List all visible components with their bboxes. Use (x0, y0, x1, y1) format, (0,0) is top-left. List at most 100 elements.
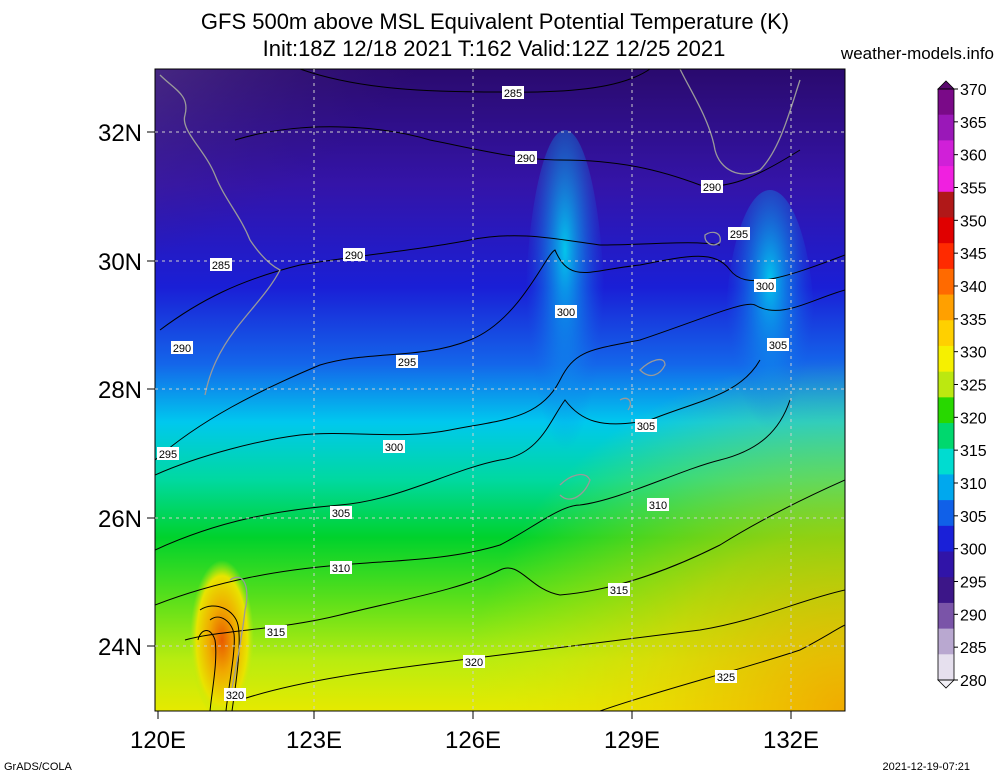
contour-label: 290 (515, 151, 537, 165)
lon-tick-label: 120E (130, 727, 186, 754)
contour-label: 305 (330, 506, 352, 520)
colorbar-label: 360 (960, 148, 987, 165)
svg-text:285: 285 (212, 260, 230, 272)
contour-label: 305 (635, 419, 657, 433)
svg-text:300: 300 (756, 281, 774, 293)
lon-tick-label: 129E (604, 727, 660, 754)
colorbar-swatch (938, 269, 954, 295)
colorbar-swatch (938, 320, 954, 346)
colorbar-swatch (938, 474, 954, 500)
colorbar-label: 345 (960, 246, 987, 263)
colorbar-label: 290 (960, 607, 987, 624)
colorbar-swatch (938, 89, 954, 115)
contour-label: 310 (647, 498, 669, 512)
colorbar-swatch (938, 166, 954, 192)
contour-label: 295 (728, 227, 750, 241)
colorbar-label: 310 (960, 476, 987, 493)
lat-tick-label: 30N (98, 249, 142, 276)
svg-text:290: 290 (703, 182, 721, 194)
colorbar-swatch (938, 629, 954, 655)
contour-label: 285 (210, 258, 232, 272)
contour-label: 310 (330, 561, 352, 575)
colorbar-min-arrow (938, 680, 954, 688)
lat-tick-label: 28N (98, 377, 142, 404)
colorbar-label: 370 (960, 82, 987, 99)
colorbar-label: 330 (960, 345, 987, 362)
svg-text:300: 300 (385, 442, 403, 454)
contour-label: 290 (701, 180, 723, 194)
colorbar-label: 300 (960, 542, 987, 559)
colorbar-swatch (938, 217, 954, 243)
lon-tick-label: 123E (286, 727, 342, 754)
lon-tick-label: 126E (445, 727, 501, 754)
colorbar-label: 305 (960, 509, 987, 526)
latitude-axis: 32N 30N 28N 26N 24N (98, 120, 155, 661)
colorbar-label: 325 (960, 378, 987, 395)
svg-text:295: 295 (730, 229, 748, 241)
colorbar-swatch (938, 115, 954, 141)
svg-text:290: 290 (173, 343, 191, 355)
colorbar-swatch (938, 243, 954, 269)
lat-tick-label: 26N (98, 506, 142, 533)
svg-text:295: 295 (159, 449, 177, 461)
lon-tick-label: 132E (763, 727, 819, 754)
colorbar-label: 295 (960, 575, 987, 592)
colorbar-swatch (938, 346, 954, 372)
colorbar-label: 335 (960, 312, 987, 329)
colorbar-label: 280 (960, 673, 987, 690)
colorbar-swatch (938, 526, 954, 552)
svg-text:310: 310 (332, 563, 350, 575)
contour-label: 320 (463, 655, 485, 669)
contour-label: 325 (715, 670, 737, 684)
contour-label: 285 (502, 86, 524, 100)
colorbar-swatch (938, 372, 954, 398)
contour-label: 295 (157, 447, 179, 461)
contour-label: 290 (171, 341, 193, 355)
svg-text:305: 305 (332, 508, 350, 520)
colorbar-label: 340 (960, 279, 987, 296)
colorbar-label: 355 (960, 181, 987, 198)
colorbar-label: 315 (960, 443, 987, 460)
svg-text:285: 285 (504, 88, 522, 100)
lat-tick-label: 32N (98, 120, 142, 147)
svg-text:290: 290 (345, 250, 363, 262)
contour-label: 320 (224, 688, 246, 702)
contour-label: 315 (608, 583, 630, 597)
svg-text:325: 325 (717, 672, 735, 684)
colorbar-swatch (938, 192, 954, 218)
svg-text:320: 320 (465, 657, 483, 669)
svg-text:290: 290 (517, 153, 535, 165)
svg-text:310: 310 (649, 500, 667, 512)
contour-label: 315 (265, 625, 287, 639)
colorbar-swatch (938, 397, 954, 423)
contour-label: 295 (396, 355, 418, 369)
render-timestamp: 2021-12-19-07:21 (883, 761, 970, 773)
colorbar-max-arrow (938, 81, 954, 89)
contour-label: 300 (555, 305, 577, 319)
svg-text:305: 305 (769, 340, 787, 352)
colorbar-label: 350 (960, 213, 987, 230)
colorbar-swatch (938, 500, 954, 526)
svg-text:320: 320 (226, 690, 244, 702)
contour-label: 300 (383, 440, 405, 454)
colorbar-swatch (938, 295, 954, 321)
svg-text:315: 315 (610, 585, 628, 597)
svg-text:300: 300 (557, 307, 575, 319)
colorbar-swatch (938, 552, 954, 578)
colorbar-label: 320 (960, 410, 987, 427)
colorbar-swatch (938, 654, 954, 680)
colorbar-label: 365 (960, 115, 987, 132)
colorbar-swatch (938, 140, 954, 166)
colorbar: 370 365 360 355 350 345 340 335 330 325 320 315 310 3… (938, 81, 987, 690)
svg-text:305: 305 (637, 421, 655, 433)
colorbar-label: 285 (960, 640, 987, 657)
equivalent-potential-temperature-field (0, 0, 845, 720)
contour-label: 305 (767, 338, 789, 352)
svg-text:295: 295 (398, 357, 416, 369)
colorbar-swatch (938, 577, 954, 603)
software-credit: GrADS/COLA (4, 761, 72, 773)
longitude-axis: 120E 123E 126E 129E 132E (130, 711, 819, 754)
colorbar-swatch (938, 603, 954, 629)
contour-label: 300 (754, 279, 776, 293)
